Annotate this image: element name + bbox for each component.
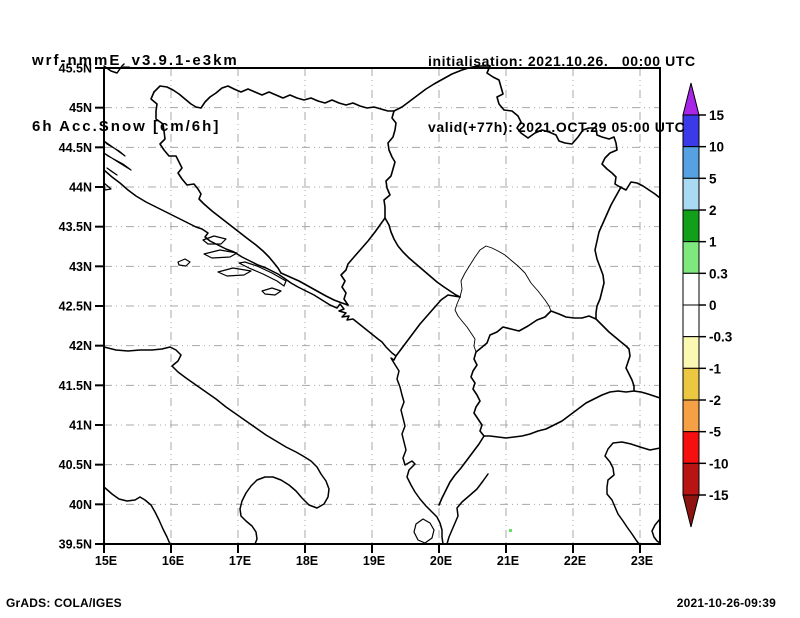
lat-tick-label: 42N xyxy=(69,339,92,353)
snow-spot xyxy=(509,529,512,532)
init-time-label: initialisation: 2021.10.26. 00:00 UTC xyxy=(428,53,696,69)
lon-tick-label: 15E xyxy=(95,554,117,568)
lon-tick-label: 22E xyxy=(564,554,586,568)
lon-tick-label: 23E xyxy=(631,554,653,568)
lon-tick-label: 16E xyxy=(162,554,184,568)
lat-tick-label: 39.5N xyxy=(59,538,92,552)
calabria-coast xyxy=(103,486,171,545)
colorbar-tick-label: -5 xyxy=(709,425,721,440)
colorbar-segment xyxy=(682,177,700,211)
colorbar-tick-label: -15 xyxy=(709,488,729,503)
colorbar-tick-label: -10 xyxy=(709,456,729,471)
lat-tick-label: 42.5N xyxy=(59,300,92,314)
header-left: wrf-nmmE_v3.9.1-e3km 6h Acc.Snow [cm/6h] xyxy=(32,6,239,182)
serbia-bulgaria-border xyxy=(594,186,622,320)
colorbar-tick-label: 1 xyxy=(709,235,717,250)
italy-coast xyxy=(103,346,330,545)
variable-title: 6h Acc.Snow [cm/6h] xyxy=(32,118,221,135)
chalkidiki-coast xyxy=(604,441,661,545)
valid-time-label: valid(+77h): 2021.OCT.29 05:00 UTC xyxy=(428,119,686,135)
lat-tick-label: 40N xyxy=(69,498,92,512)
colorbar-tick-label: 5 xyxy=(709,171,717,186)
colorbar-segment xyxy=(682,367,700,401)
lat-tick-label: 40.5N xyxy=(59,458,92,472)
serbia-romania-danube-border xyxy=(486,65,661,199)
lon-tick-label: 17E xyxy=(229,554,251,568)
colorbar-tick-label: 10 xyxy=(709,140,724,155)
istria-coast xyxy=(103,63,125,74)
creation-timestamp: 2021-10-26-09:39 xyxy=(676,596,776,610)
colorbar-segment xyxy=(682,209,700,243)
colorbar-tick-label: -2 xyxy=(709,393,721,408)
colorbar-segment xyxy=(682,272,700,306)
lon-tick-label: 20E xyxy=(430,554,452,568)
header-right: initialisation: 2021.10.26. 00:00 UTC va… xyxy=(428,6,696,182)
colorbar-tick-label: 15 xyxy=(709,108,725,123)
lat-tick-label: 41N xyxy=(69,419,92,433)
snow-data-spots xyxy=(509,529,512,532)
albania-montenegro-border xyxy=(395,294,461,357)
colorbar-tick-label: -0.3 xyxy=(709,330,733,345)
lat-tick-label: 45.5N xyxy=(59,62,92,76)
bosnia-south-border xyxy=(280,272,349,306)
model-title: wrf-nmmE_v3.9.1-e3km xyxy=(32,52,239,69)
lat-tick-label: 44.5N xyxy=(59,141,92,155)
colorbar-segment xyxy=(682,462,700,496)
colorbar-tick-label: 2 xyxy=(709,203,717,218)
bulgaria-greece-border xyxy=(633,390,661,399)
bosnia-west-border xyxy=(150,91,282,274)
lat-tick-label: 43.5N xyxy=(59,220,92,234)
macedonia-border xyxy=(470,310,635,439)
albania-greece-border xyxy=(438,435,485,506)
colorbar-segment xyxy=(682,241,700,274)
ionian-greece-coast xyxy=(446,473,489,545)
colorbar-segment xyxy=(682,336,700,369)
lat-tick-label: 43N xyxy=(69,260,92,274)
lon-tick-label: 21E xyxy=(497,554,519,568)
coastlines xyxy=(103,63,661,545)
sava-danube-north-border xyxy=(153,65,491,112)
serbia-montenegro-border xyxy=(384,217,461,298)
lat-tick-label: 44N xyxy=(69,181,92,195)
aegean-edge-bay xyxy=(651,518,661,544)
colorbar-below-arrow xyxy=(682,494,700,528)
colorbar-segment xyxy=(682,431,700,464)
lon-tick-label: 18E xyxy=(296,554,318,568)
drina-border xyxy=(383,110,397,219)
axis-ticks-labels: 45.5N 45N 44.5N 44N 43.5N 43N 42.5N 42N 41.5N 41N… xyxy=(59,62,653,569)
colorbar-tick-label: -1 xyxy=(709,361,721,376)
lat-tick-label: 45N xyxy=(69,101,92,115)
colorbar-tick-label: 0 xyxy=(709,298,717,313)
colorbar-tick-label: 0.3 xyxy=(709,266,728,281)
montenegro-bosnia-border xyxy=(340,217,386,306)
lat-tick-label: 41.5N xyxy=(59,379,92,393)
colorbar-segment xyxy=(682,304,700,338)
kosovo-border xyxy=(454,245,552,353)
country-borders xyxy=(150,65,661,506)
colorbar-legend: 15 10 5 2 1 0.3 0 -0.3 -1 -2 -5 -10 -15 xyxy=(682,82,733,528)
colorbar-segment xyxy=(682,399,700,433)
dalmatian-islands xyxy=(103,140,287,296)
grads-credit: GrADS: COLA/IGES xyxy=(6,596,122,610)
corfu-island xyxy=(413,518,435,544)
lon-tick-label: 19E xyxy=(363,554,385,568)
adriatic-east-coast xyxy=(103,169,444,545)
